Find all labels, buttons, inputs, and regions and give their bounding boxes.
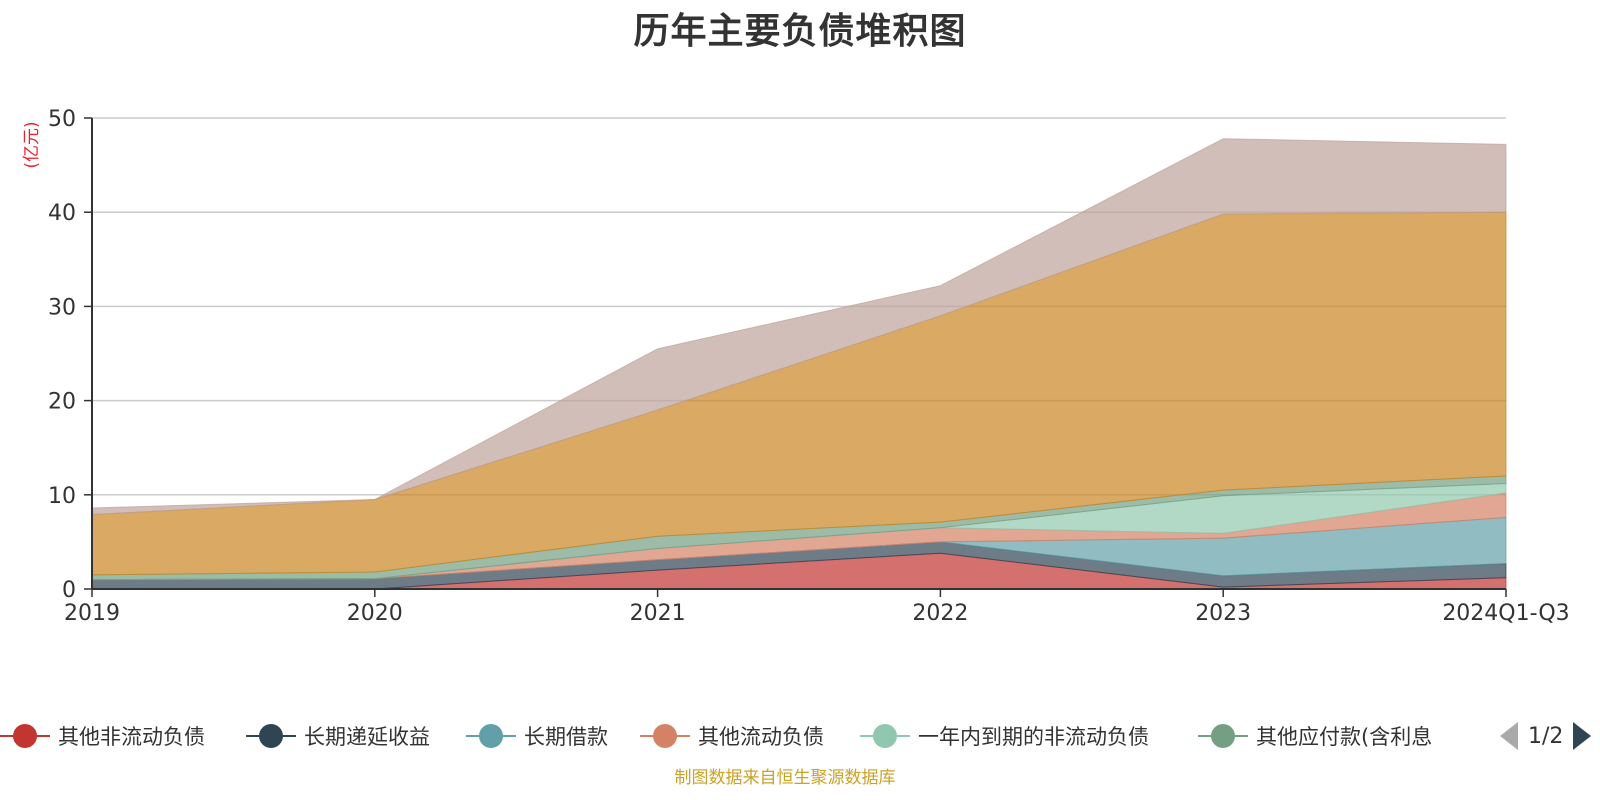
legend-next-icon[interactable] xyxy=(1573,722,1592,750)
x-tick-label: 2019 xyxy=(64,601,120,626)
legend-item[interactable]: 其他应付款(含利息 xyxy=(1198,716,1432,756)
y-tick-label: 40 xyxy=(48,201,76,226)
y-tick-label: 30 xyxy=(48,295,76,320)
x-tick-label: 2024Q1-Q3 xyxy=(1442,601,1569,626)
legend-item[interactable]: 一年内到期的非流动负债 xyxy=(860,716,1149,756)
legend-label: 其他非流动负债 xyxy=(58,725,205,749)
x-tick-label: 2020 xyxy=(347,601,403,626)
legend-label: 一年内到期的非流动负债 xyxy=(918,725,1149,749)
chart-title: 历年主要负债堆积图 xyxy=(633,11,967,52)
areas xyxy=(91,138,1507,590)
source-note: 制图数据来自恒生聚源数据库 xyxy=(674,768,896,788)
x-tick-label: 2023 xyxy=(1195,601,1251,626)
legend-label: 其他应付款(含利息 xyxy=(1256,725,1433,749)
legend-label: 其他流动负债 xyxy=(698,725,824,749)
legend-marker-icon xyxy=(466,724,516,748)
axes: 0 10 20 30 40 50 2019 2020 2021 2022 2023 2024Q1-Q3 xyxy=(48,107,1570,626)
y-tick-label: 20 xyxy=(48,390,76,415)
legend-label: 长期借款 xyxy=(524,725,608,749)
legend-label: 长期递延收益 xyxy=(304,725,430,749)
legend-item[interactable]: 其他流动负债 xyxy=(640,716,824,756)
y-tick-label: 0 xyxy=(62,578,76,603)
legend-marker-icon xyxy=(860,724,910,748)
y-tick-label: 50 xyxy=(48,107,76,132)
y-axis-label: (亿元) xyxy=(22,121,42,168)
x-tick-label: 2021 xyxy=(630,601,686,626)
legend-item[interactable]: 长期递延收益 xyxy=(246,716,430,756)
legend: 其他非流动负债 长期递延收益 长期借款 其他流动负债 一年内到期的非流动负债 其他应付款(… xyxy=(0,716,1600,756)
y-tick-label: 10 xyxy=(48,484,76,509)
legend-page-indicator: 1/2 xyxy=(1528,723,1564,749)
chart-svg: 0 10 20 30 40 50 2019 2020 2021 2022 2023 2024Q1-Q3… xyxy=(22,107,1570,626)
legend-marker-icon xyxy=(1198,724,1248,748)
legend-marker-icon xyxy=(246,724,296,748)
area-series-7[interactable] xyxy=(91,138,1507,516)
legend-item[interactable]: 其他非流动负债 xyxy=(0,716,205,756)
legend-pager: 1/2 xyxy=(1500,718,1592,754)
legend-prev-icon[interactable] xyxy=(1500,722,1518,750)
legend-marker-icon xyxy=(0,724,50,748)
legend-item[interactable]: 长期借款 xyxy=(466,716,608,756)
legend-marker-icon xyxy=(640,724,690,748)
x-tick-label: 2022 xyxy=(912,601,968,626)
